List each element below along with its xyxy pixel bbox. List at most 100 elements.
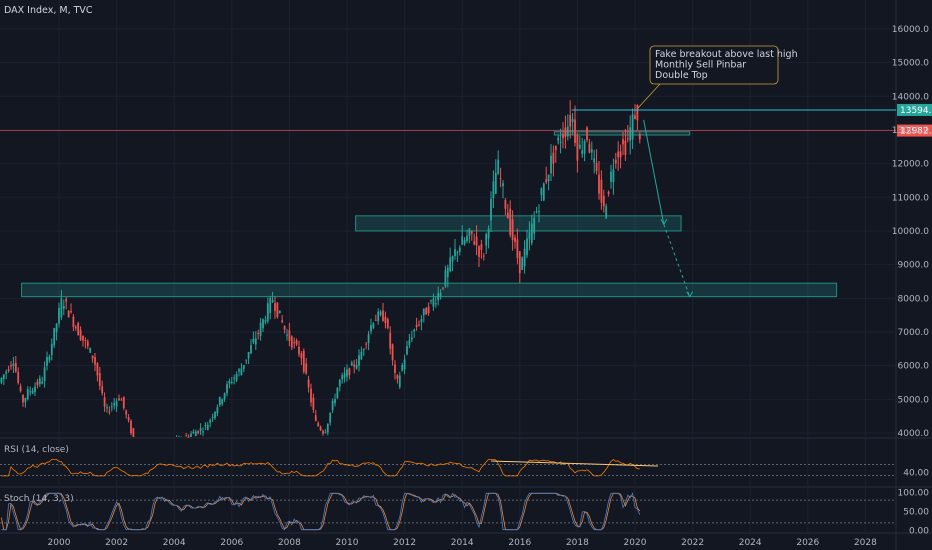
candle-body (475, 236, 478, 246)
candle-body (36, 381, 39, 386)
candle-body (341, 375, 344, 380)
candle-body (406, 346, 408, 355)
candle-body (451, 256, 454, 262)
candle-body (578, 144, 581, 149)
candle-body (50, 343, 53, 355)
candle-body (422, 308, 425, 316)
candle-body (202, 431, 204, 433)
candle-body (250, 345, 252, 354)
candle-body (389, 332, 392, 349)
candle-body (622, 139, 624, 145)
candle-body (336, 387, 339, 399)
candle-body (458, 247, 461, 252)
candle-body (521, 257, 524, 270)
candle-body (74, 326, 77, 329)
candle-body (427, 306, 430, 314)
candle-body (535, 211, 538, 213)
candle-body (185, 435, 188, 437)
candle-body (122, 396, 125, 409)
candle-body (583, 141, 586, 154)
rsi-pane (0, 458, 896, 477)
candle-body (394, 364, 396, 373)
candle-body (281, 320, 284, 323)
candle-body (254, 338, 257, 345)
annotation-pointer (637, 83, 661, 109)
candle-body (550, 155, 552, 174)
candle-body (216, 407, 219, 414)
candle-body (629, 127, 632, 141)
candle-body (276, 302, 279, 317)
candle-body (240, 368, 243, 376)
price-tick-label: 8000.0 (898, 294, 930, 304)
candle-body (326, 423, 329, 433)
candle-body (552, 152, 555, 164)
candle-body (449, 257, 452, 272)
candle-body (307, 379, 310, 388)
candle-body (454, 249, 456, 256)
candle-body (38, 378, 41, 385)
candle-body (334, 398, 336, 404)
candle-body (413, 329, 416, 332)
candle-body (463, 239, 466, 245)
resistance-tag (897, 103, 932, 116)
candle-body (211, 417, 214, 419)
candle-body (581, 150, 584, 154)
candle-body (120, 399, 123, 401)
candle-body (514, 237, 516, 242)
candle-body (528, 232, 531, 240)
projection-line (643, 119, 665, 225)
price-tick-label: 4000.0 (898, 429, 930, 439)
time-tick-label: 2006 (220, 538, 243, 548)
candle-body (415, 324, 418, 328)
time-tick-label: 2016 (508, 538, 531, 548)
candle-body (262, 319, 264, 329)
candle-body (360, 351, 363, 360)
rsi-tick-label: 40.00 (903, 469, 929, 479)
candle-body (626, 138, 629, 140)
candle-body (610, 171, 612, 182)
candle-body (314, 415, 317, 421)
candle-body (593, 158, 596, 163)
time-tick-label: 2018 (566, 538, 589, 548)
candle-body (617, 151, 620, 158)
candle-body (446, 267, 449, 278)
candle-body (408, 340, 411, 345)
candle-body (574, 119, 576, 143)
candle-body (194, 431, 197, 437)
candle-body (547, 174, 550, 182)
candle-body (312, 397, 315, 410)
candle-body (442, 287, 444, 289)
current-price-tag (897, 124, 932, 137)
candle-body (487, 228, 490, 239)
candle-body (86, 341, 89, 347)
price-tick-label: 16000.0 (892, 25, 929, 35)
candle-body (605, 206, 608, 219)
candle-body (362, 349, 365, 351)
candle-body (62, 305, 65, 309)
candle-body (470, 230, 473, 234)
candle-body (89, 348, 92, 353)
candle-body (624, 140, 627, 155)
candle-body (478, 246, 480, 257)
candle-body (631, 114, 634, 140)
candle-body (338, 379, 341, 387)
candle-body (288, 330, 291, 341)
candle-body (444, 270, 447, 287)
candle-body (322, 430, 324, 434)
candle-body (110, 406, 113, 408)
candle-body (197, 430, 200, 434)
candle-body (372, 323, 375, 328)
candle-body (588, 143, 591, 153)
candle-body (485, 234, 488, 246)
candle-body (242, 365, 245, 370)
candle-body (398, 375, 401, 387)
candle-body (103, 397, 106, 407)
candle-body (264, 320, 267, 323)
candle-body (403, 359, 406, 370)
time-tick-label: 2028 (854, 538, 877, 548)
candle-body (482, 255, 485, 257)
candle-body (566, 126, 569, 137)
chart-title: DAX Index, M, TVC (4, 5, 93, 16)
candle-body (300, 353, 303, 359)
